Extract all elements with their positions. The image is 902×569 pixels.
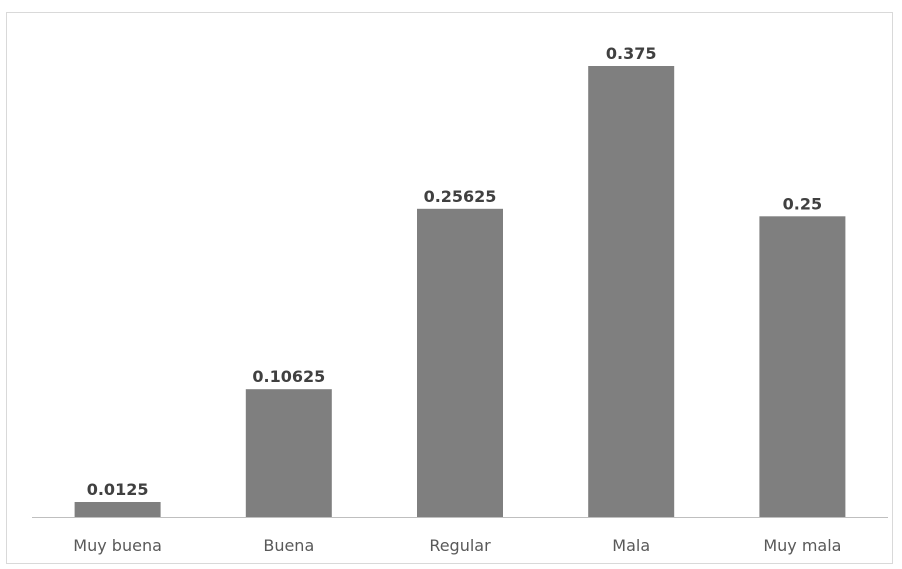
x-tick-label: Buena <box>263 536 314 555</box>
x-tick-label: Regular <box>429 536 491 555</box>
data-label: 0.25625 <box>424 187 497 206</box>
data-label: 0.10625 <box>252 367 325 386</box>
bars-group <box>74 66 846 518</box>
data-label: 0.25 <box>783 194 822 213</box>
x-tick-label: Muy buena <box>73 536 162 555</box>
x-tick-label: Muy mala <box>763 536 841 555</box>
bar-mala <box>588 66 675 517</box>
data-labels-group: 0.0125 0.10625 0.25625 0.375 0.25 <box>87 44 822 499</box>
bar-muy-mala <box>759 216 846 518</box>
bar-buena <box>245 389 332 517</box>
data-label: 0.375 <box>606 44 657 63</box>
bar-muy-buena <box>74 502 161 517</box>
bar-regular <box>417 208 503 518</box>
x-tick-labels-group: Muy buena Buena Regular Mala Muy mala <box>73 536 841 555</box>
x-tick-label: Mala <box>612 536 650 555</box>
data-label: 0.0125 <box>87 480 149 499</box>
